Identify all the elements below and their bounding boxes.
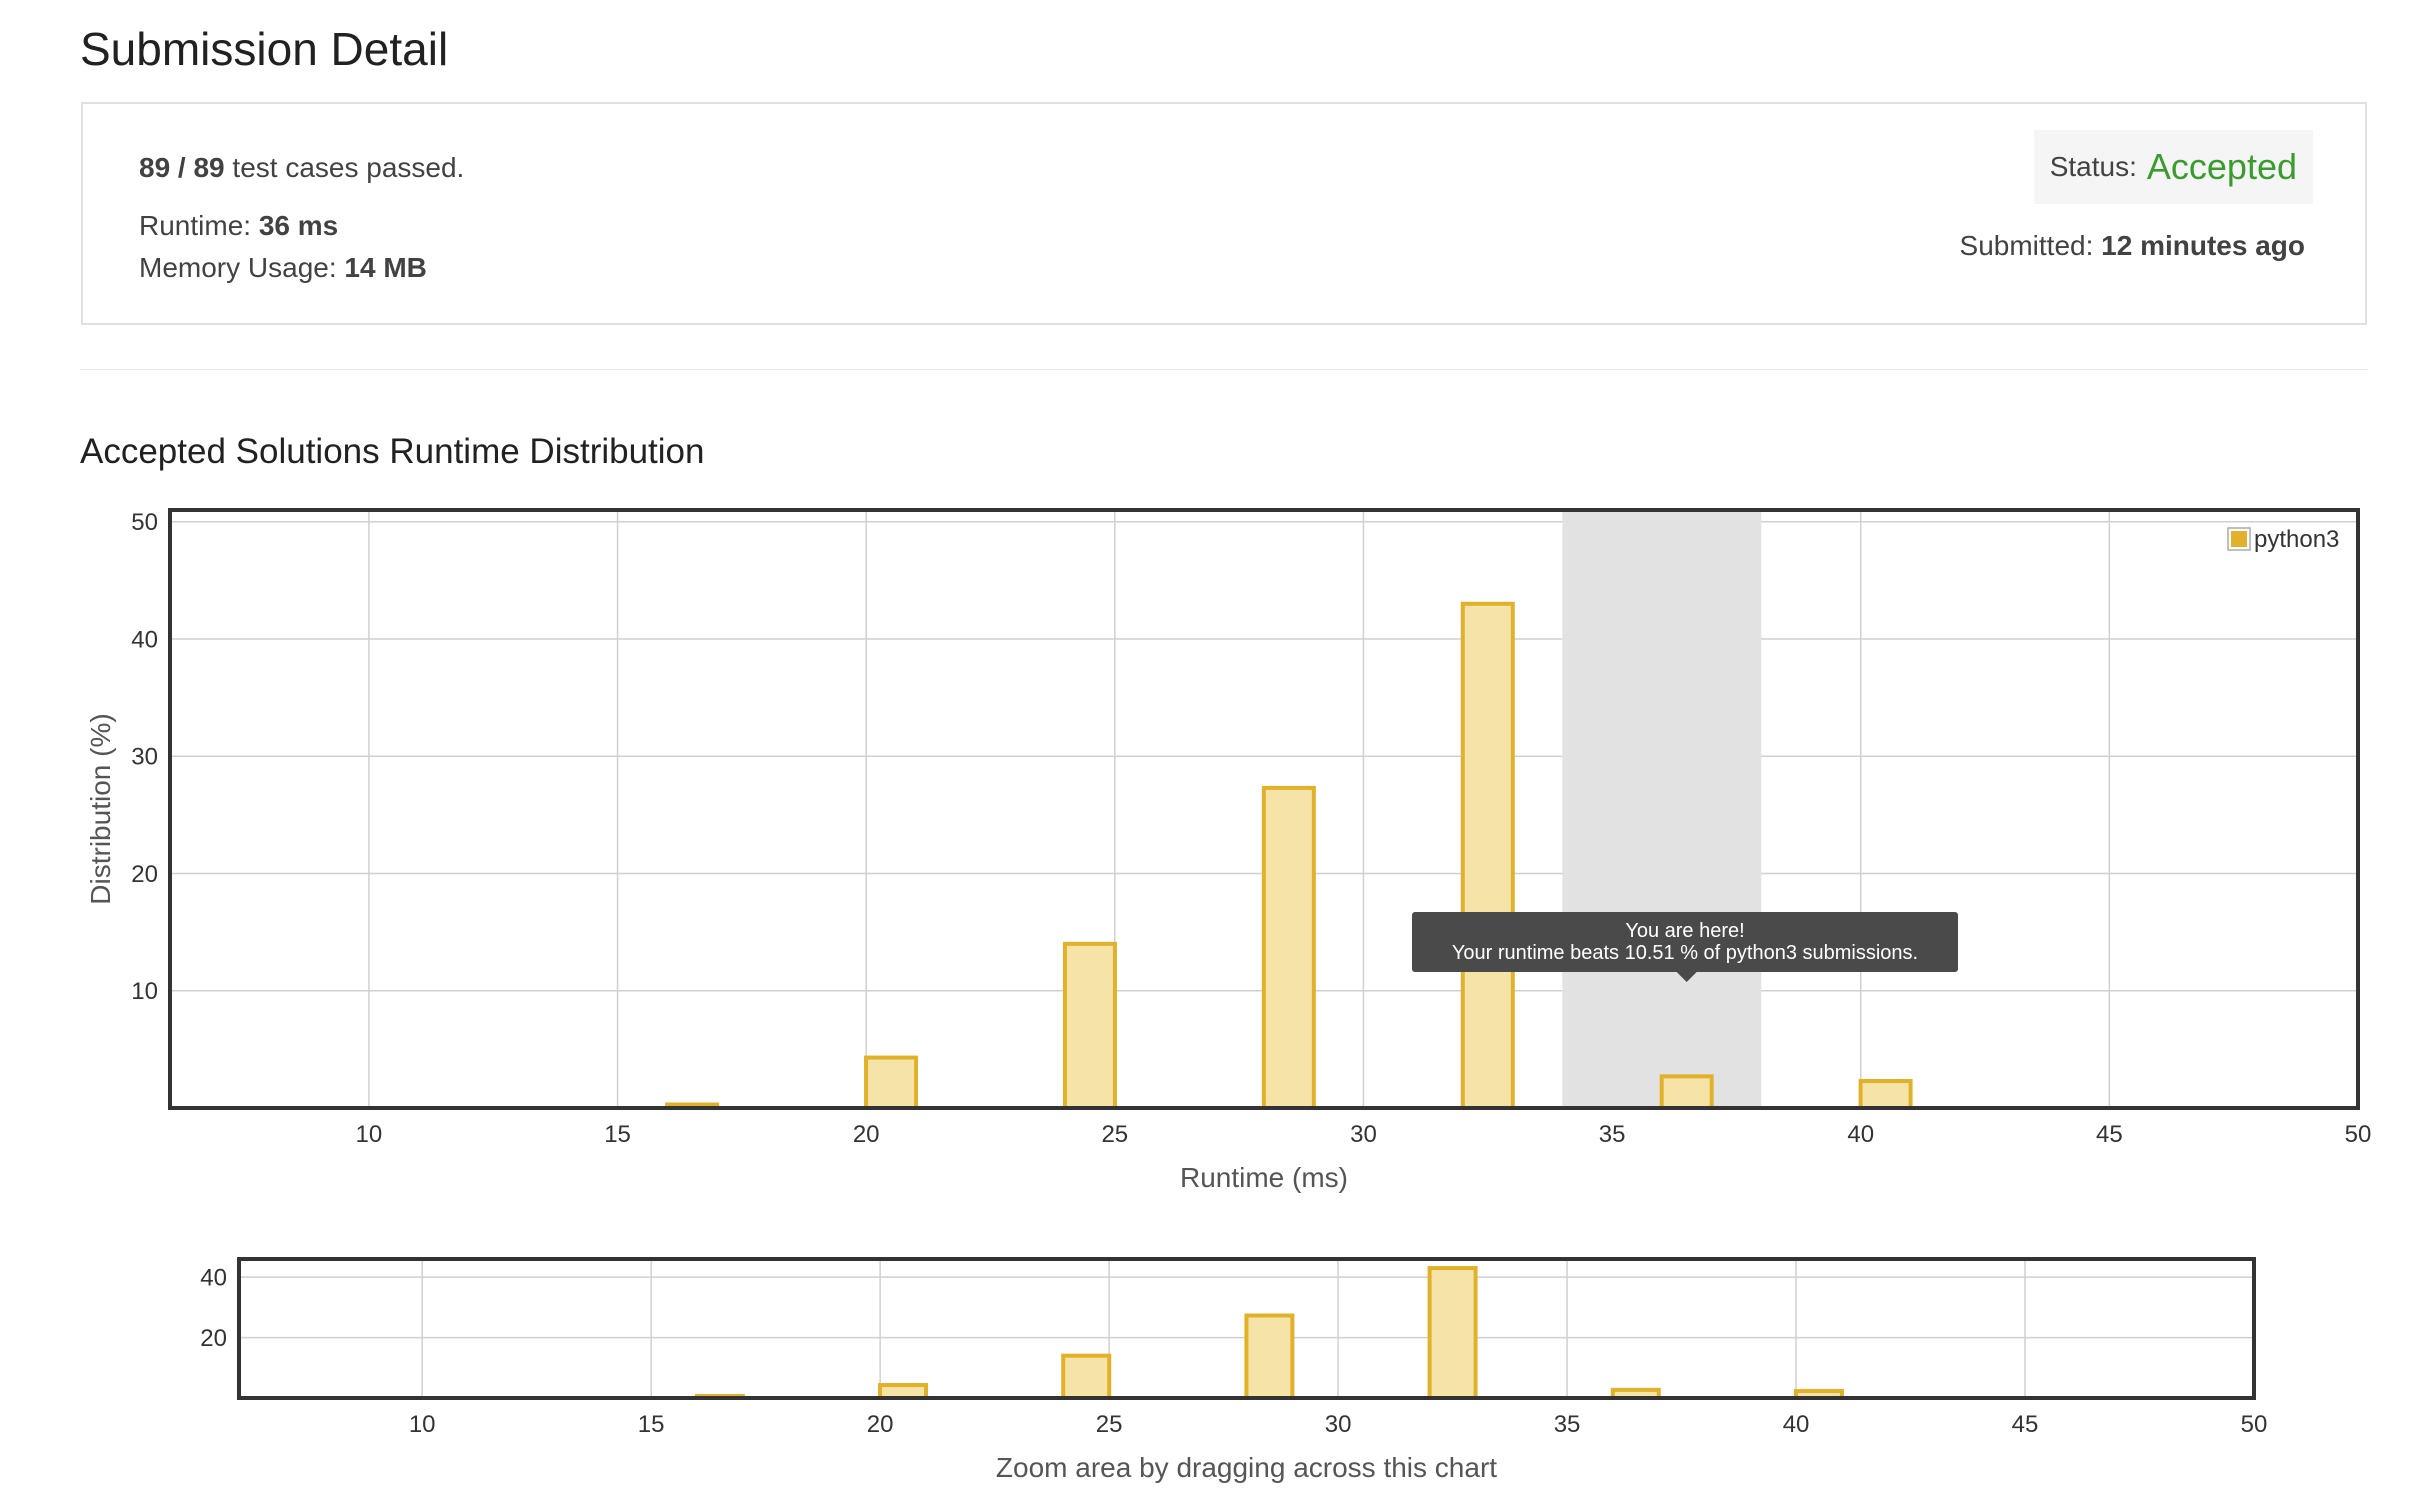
x-tick-label: 25: [1101, 1121, 1128, 1148]
bar-36.5: [1659, 1074, 1714, 1111]
test-cases-count: 89 / 89: [139, 152, 225, 183]
x-axis-label: Runtime (ms): [1180, 1162, 1348, 1193]
x-tick-label: 15: [604, 1121, 631, 1148]
x-tick-label: 20: [853, 1121, 880, 1148]
zoom-navigator-chart[interactable]: 10 15 20 25 30 35 40 45 50 20 40 Zoom area by dragg…: [200, 1257, 2268, 1483]
bar-24.5: [1061, 1353, 1112, 1401]
bar-32.5: [1460, 601, 1515, 1110]
bar-28.5: [1244, 1313, 1295, 1400]
bar-24.5: [1062, 941, 1117, 1110]
memory-value: 14 MB: [344, 252, 427, 283]
x-tick-label: 25: [1096, 1411, 1123, 1438]
tooltip-line1: You are here!: [1625, 920, 1744, 942]
runtime-value: 36 ms: [258, 210, 339, 241]
runtime-line: Runtime: 36 ms: [139, 210, 338, 242]
runtime-distribution-chart[interactable]: 10 15 20 25 30 35 40 45 50 10 20 30 40 50 Runtime (ms)…: [85, 508, 2372, 1193]
x-tick-label: 45: [2012, 1411, 2039, 1438]
x-tick-label: 50: [2345, 1121, 2372, 1148]
tooltip-box: [1412, 912, 1958, 972]
test-cases-text: test cases passed.: [232, 152, 465, 183]
tooltip-line2: Your runtime beats 10.51 % of python3 su…: [1452, 942, 1918, 964]
memory-label: Memory Usage:: [139, 252, 337, 283]
legend-swatch: [2231, 531, 2247, 547]
x-tick-label: 40: [1783, 1411, 1810, 1438]
y-axis-label: Distribution (%): [85, 713, 116, 904]
x-tick-label: 10: [356, 1121, 383, 1148]
runtime-label: Runtime:: [139, 210, 252, 241]
x-tick-label: 35: [1599, 1121, 1626, 1148]
x-tick-label: 50: [2241, 1411, 2268, 1438]
status-label: Status:: [2049, 151, 2137, 182]
submitted-label: Submitted:: [1959, 230, 2094, 261]
plot-frame: [168, 508, 2360, 1110]
current-runtime-highlight: [1562, 510, 1762, 1108]
y-tick-label: 10: [131, 978, 158, 1005]
x-tick-label: 35: [1554, 1411, 1581, 1438]
bar-40.5: [1858, 1079, 1913, 1110]
y-tick-label: 50: [131, 509, 158, 536]
x-tick-label: 20: [867, 1411, 894, 1438]
status-badge: Status: Accepted: [2033, 130, 2313, 204]
submitted-value: 12 minutes ago: [2101, 230, 2305, 261]
submitted-line: Submitted: 12 minutes ago: [1960, 230, 2305, 262]
x-tick-label: 45: [2096, 1121, 2123, 1148]
bar-20.5: [864, 1055, 919, 1111]
bar-28.5: [1261, 785, 1316, 1110]
bar-32.5: [1427, 1266, 1478, 1400]
x-tick-label: 40: [1847, 1121, 1874, 1148]
section-divider: [81, 369, 2367, 370]
section-title: Accepted Solutions Runtime Distribution: [80, 432, 705, 471]
legend-label: python3: [2254, 526, 2339, 553]
y-tick-label: 20: [131, 861, 158, 888]
x-tick-label: 30: [1325, 1411, 1352, 1438]
y-tick-label: 40: [131, 626, 158, 653]
plot-frame: [237, 1257, 2256, 1400]
status-value[interactable]: Accepted: [2146, 146, 2297, 187]
y-tick-label: 20: [200, 1325, 227, 1352]
x-tick-label: 10: [409, 1411, 436, 1438]
page-title: Submission Detail: [80, 23, 449, 75]
y-tick-label: 30: [131, 744, 158, 771]
x-tick-label: 30: [1350, 1121, 1377, 1148]
submission-summary-panel: 89 / 89 test cases passed. Runtime: 36 m…: [81, 102, 2367, 325]
test-cases-line: 89 / 89 test cases passed.: [139, 152, 464, 184]
x-tick-label: 15: [638, 1411, 665, 1438]
x-axis-label: Zoom area by dragging across this chart: [996, 1452, 1497, 1483]
tooltip-arrow: [1676, 972, 1697, 982]
memory-line: Memory Usage: 14 MB: [139, 252, 427, 284]
y-tick-label: 40: [200, 1265, 227, 1292]
